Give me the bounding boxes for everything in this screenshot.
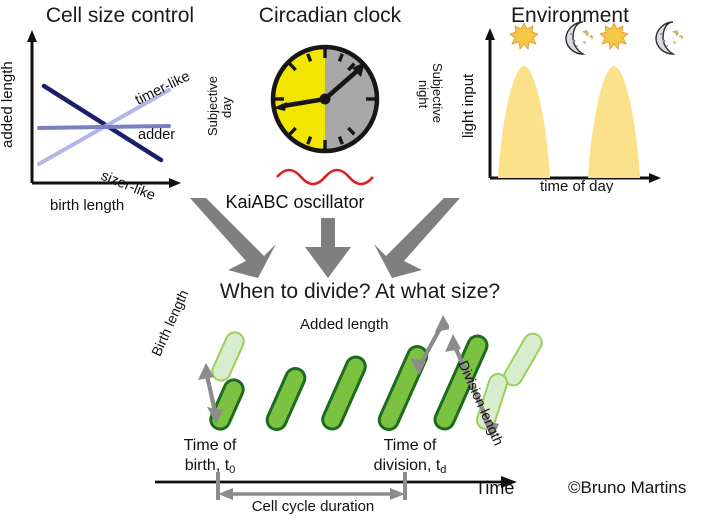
svg-text:timer-like: timer-like (133, 68, 193, 108)
svg-text:time of day: time of day (540, 178, 614, 193)
svg-text:night: night (416, 80, 431, 109)
svg-text:light input: light input (460, 73, 477, 138)
svg-text:adder: adder (138, 127, 175, 143)
svg-text:Subjective: Subjective (430, 63, 445, 123)
svg-text:added length: added length (0, 61, 16, 148)
svg-text:day: day (219, 97, 234, 118)
svg-text:Subjective: Subjective (205, 76, 220, 136)
svg-text:Cell cycle duration: Cell cycle duration (252, 498, 375, 515)
